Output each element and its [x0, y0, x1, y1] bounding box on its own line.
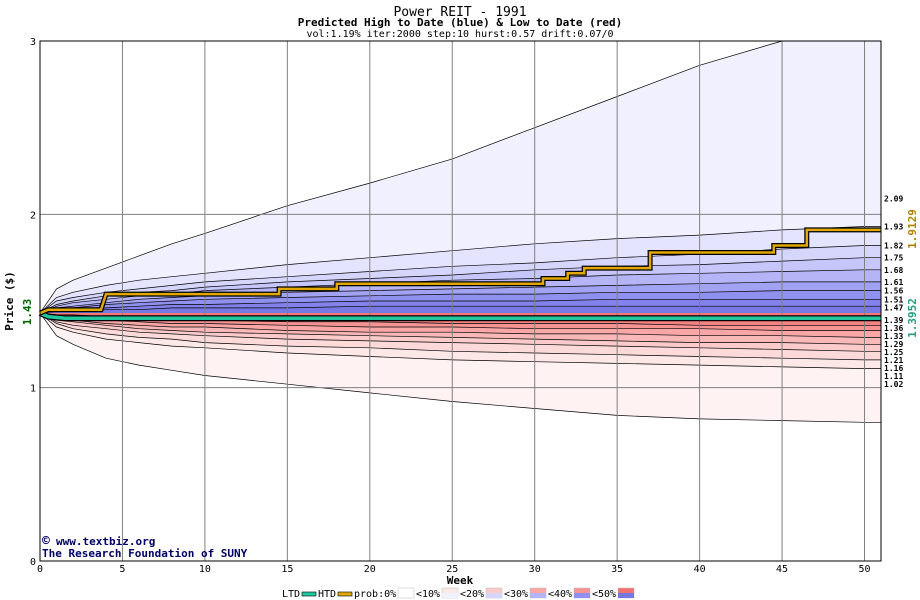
- x-tick-50: 50: [858, 564, 870, 575]
- band-edge-line-1: [39, 226, 881, 314]
- x-tick-5: 5: [119, 564, 125, 575]
- htd-value-label: 1.9129: [906, 209, 919, 249]
- credit-site[interactable]: www.textbiz.org: [56, 535, 155, 548]
- htd-path: [39, 228, 881, 315]
- band-end-labels: 2.09 1.93 1.82 1.75 1.68 1.611.561.511.47 1.39…: [884, 195, 903, 389]
- band-label-1.29: 1.29: [884, 340, 903, 349]
- upper-band-3: [40, 257, 881, 314]
- upper-band-2: [40, 245, 881, 314]
- upper-band-6: [40, 290, 881, 314]
- band-label-2.09: 2.09: [884, 195, 903, 204]
- legend-swatch-0: [301, 591, 317, 597]
- y-tick-3: 3: [30, 37, 36, 48]
- legend-label-5: <30%: [504, 589, 528, 600]
- upper-band-1: [40, 226, 881, 314]
- legend-label-4: <20%: [460, 589, 484, 600]
- band-edge-line-16: [39, 312, 881, 369]
- legend-swatch-blue-5: [530, 593, 546, 598]
- band-edge-line-3: [39, 257, 881, 314]
- lower-band-4: [40, 313, 881, 345]
- band-edge-line-17: [39, 312, 881, 423]
- upper-band-4: [40, 269, 881, 314]
- chart-title: Power REIT - 1991: [393, 5, 526, 20]
- lower-band-6: [40, 313, 881, 360]
- band-label-1.25: 1.25: [884, 348, 903, 357]
- band-label-1.75: 1.75: [884, 254, 903, 263]
- plot-frame: [39, 40, 882, 562]
- lower-band-8: [40, 313, 881, 423]
- band-edge-line-6: [39, 290, 881, 314]
- x-tick-30: 30: [529, 564, 541, 575]
- band-label-1.16: 1.16: [884, 364, 903, 373]
- band-label-1.51: 1.51: [884, 295, 903, 304]
- legend: LTD HTD prob:0% <10% <20% <30% <40% <50%: [282, 587, 635, 600]
- band-edge-line-5: [39, 281, 881, 314]
- y-tick-labels: 0 1 2 3: [30, 37, 36, 568]
- legend-swatch-blue-4: [486, 593, 502, 598]
- lower-band-7: [40, 313, 881, 369]
- band-label-1.82: 1.82: [884, 242, 903, 251]
- upper-band-5: [40, 281, 881, 314]
- copyright-icon: ©: [42, 534, 50, 549]
- band-edge-line-15: [39, 312, 881, 361]
- band-edge-line-13: [39, 312, 881, 345]
- x-axis-label: Week: [447, 574, 474, 587]
- start-price-label: 1.43: [21, 299, 34, 326]
- band-label-1.68: 1.68: [884, 266, 903, 275]
- legend-label-6: <40%: [548, 589, 572, 600]
- legend-swatch-2: [397, 587, 415, 599]
- band-label-1.21: 1.21: [884, 356, 903, 365]
- y-tick-0: 0: [30, 557, 36, 568]
- band-edge-line-4: [39, 269, 881, 314]
- x-tick-0: 0: [37, 564, 43, 575]
- band-label-1.02: 1.02: [884, 380, 903, 389]
- lower-band-1: [40, 313, 881, 326]
- legend-swatch-1: [337, 591, 353, 597]
- lower-band-3: [40, 313, 881, 338]
- chart-params: vol:1.19% iter:2000 step:10 hurst:0.57 d…: [306, 29, 613, 40]
- band-label-1.11: 1.11: [884, 372, 903, 381]
- x-tick-25: 25: [446, 564, 458, 575]
- x-tick-15: 15: [281, 564, 293, 575]
- x-tick-10: 10: [199, 564, 211, 575]
- legend-swatch-blue-6: [574, 593, 590, 598]
- ltd-path: [39, 311, 881, 321]
- credit-org: The Research Foundation of SUNY: [42, 547, 248, 560]
- legend-label-1: HTD: [318, 589, 336, 600]
- legend-label-2: prob:0%: [354, 589, 396, 600]
- legend-label-0: LTD: [282, 589, 300, 600]
- band-edge-line-0: [39, 40, 881, 314]
- band-label-1.36: 1.36: [884, 324, 903, 333]
- band-edge-line-12: [39, 312, 881, 338]
- upper-band-0: [40, 41, 881, 314]
- chart-subtitle: Predicted High to Date (blue) & Low to D…: [298, 16, 623, 29]
- band-label-1.47: 1.47: [884, 303, 903, 312]
- x-tick-45: 45: [776, 564, 788, 575]
- y-tick-2: 2: [30, 210, 36, 221]
- grid-layer: [40, 41, 881, 561]
- legend-label-3: <10%: [416, 589, 440, 600]
- credit-block: © www.textbiz.org The Research Foundatio…: [42, 534, 248, 560]
- band-label-1.33: 1.33: [884, 332, 903, 341]
- band-label-1.39: 1.39: [884, 316, 903, 325]
- band-layer: [39, 40, 881, 423]
- lower-band-2: [40, 313, 881, 331]
- legend-swatch-blue-7: [618, 593, 634, 598]
- x-tick-40: 40: [694, 564, 706, 575]
- legend-swatch-blue-3: [442, 593, 458, 598]
- x-tick-35: 35: [611, 564, 623, 575]
- y-tick-1: 1: [30, 384, 36, 395]
- band-label-1.93: 1.93: [884, 222, 903, 231]
- ltd-value-label: 1.3952: [906, 298, 919, 338]
- legend-label-7: <50%: [592, 589, 616, 600]
- band-edge-line-14: [39, 312, 881, 352]
- band-label-1.56: 1.56: [884, 287, 903, 296]
- path-layer: [38, 227, 881, 322]
- x-tick-20: 20: [364, 564, 376, 575]
- y-axis-label: Price ($): [3, 271, 16, 331]
- x-tick-labels: 0 5 10 15 20 25 30 35 40 45 50: [37, 564, 871, 575]
- lower-band-5: [40, 313, 881, 352]
- band-label-1.61: 1.61: [884, 278, 903, 287]
